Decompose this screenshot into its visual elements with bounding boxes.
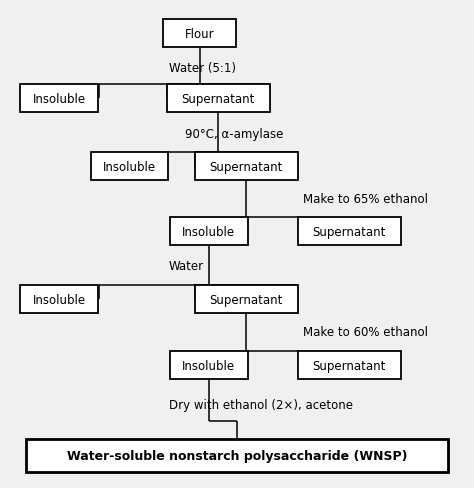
Text: Water: Water: [169, 259, 204, 272]
FancyBboxPatch shape: [20, 85, 98, 113]
Text: Flour: Flour: [185, 28, 214, 41]
Text: Make to 60% ethanol: Make to 60% ethanol: [302, 325, 428, 338]
FancyBboxPatch shape: [298, 218, 401, 246]
FancyBboxPatch shape: [170, 218, 247, 246]
FancyBboxPatch shape: [26, 439, 448, 472]
Text: 90°C, α-amylase: 90°C, α-amylase: [185, 127, 284, 141]
Text: Supernatant: Supernatant: [210, 161, 283, 173]
FancyBboxPatch shape: [170, 351, 247, 380]
Text: Supernatant: Supernatant: [313, 359, 386, 372]
Text: Supernatant: Supernatant: [210, 293, 283, 306]
FancyBboxPatch shape: [195, 153, 298, 181]
Text: Water (5:1): Water (5:1): [169, 61, 236, 74]
FancyBboxPatch shape: [91, 153, 168, 181]
Text: Supernatant: Supernatant: [182, 93, 255, 106]
Text: Make to 65% ethanol: Make to 65% ethanol: [302, 193, 428, 205]
Text: Water-soluble nonstarch polysaccharide (WNSP): Water-soluble nonstarch polysaccharide (…: [67, 449, 407, 462]
FancyBboxPatch shape: [167, 85, 270, 113]
Text: Insoluble: Insoluble: [32, 293, 85, 306]
FancyBboxPatch shape: [298, 351, 401, 380]
Text: Dry with ethanol (2×), acetone: Dry with ethanol (2×), acetone: [169, 398, 353, 411]
FancyBboxPatch shape: [195, 285, 298, 313]
FancyBboxPatch shape: [163, 20, 236, 48]
Text: Insoluble: Insoluble: [103, 161, 156, 173]
Text: Insoluble: Insoluble: [32, 93, 85, 106]
Text: Insoluble: Insoluble: [182, 359, 236, 372]
Text: Supernatant: Supernatant: [313, 225, 386, 239]
FancyBboxPatch shape: [20, 285, 98, 313]
Text: Insoluble: Insoluble: [182, 225, 236, 239]
